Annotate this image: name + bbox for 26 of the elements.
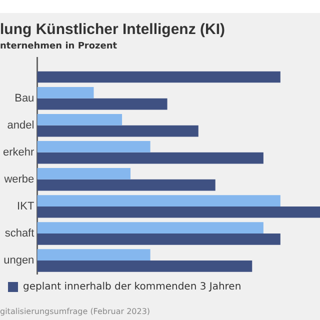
bar [37, 179, 216, 191]
bar [37, 86, 94, 98]
bar [37, 206, 320, 218]
y-tick-label: ungen [4, 254, 34, 267]
y-tick-label: IKT [17, 200, 34, 212]
y-tick-label: schaft [4, 227, 34, 240]
legend-label: geplant innerhalb der kommenden 3 Jahren [23, 282, 242, 293]
bar [37, 260, 252, 272]
y-tick-label: erkehr [2, 146, 35, 158]
bar [37, 222, 264, 234]
y-tick-label: Bau [14, 92, 34, 104]
bar [37, 114, 122, 126]
bar [37, 98, 168, 110]
y-tick-label: andel [7, 119, 34, 132]
chart-title: lung Künstlicher Intelligenz (KI) [0, 21, 226, 38]
bar [37, 125, 198, 137]
y-tick-label: werbe [3, 173, 34, 186]
bar [37, 195, 280, 206]
bar [37, 233, 280, 245]
bar [37, 249, 150, 260]
bar [37, 168, 131, 180]
chart-subtitle: nternehmen in Prozent [0, 42, 118, 52]
text: gitalisierungsumfrage (Februar 2023) [0, 307, 150, 316]
bar [37, 141, 150, 152]
bar [37, 71, 280, 83]
bar [37, 152, 264, 164]
